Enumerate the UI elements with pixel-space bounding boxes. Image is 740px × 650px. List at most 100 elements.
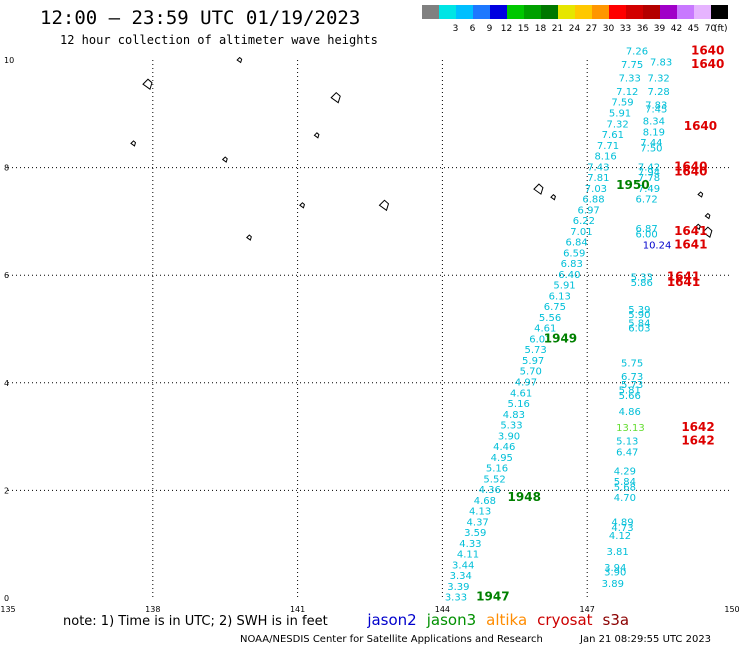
- legend-swatch: [456, 5, 473, 19]
- wave-height-value: 7.12: [616, 87, 638, 98]
- island-outline: [550, 194, 556, 201]
- legend-swatch: [439, 5, 456, 19]
- wave-height-value: 4.73: [611, 523, 633, 534]
- wave-height-value: 5.70: [520, 367, 542, 378]
- wave-height-map: 135 138 141 144 147 15002468107.267.837.757.3…: [0, 44, 739, 614]
- island-outline: [704, 212, 711, 220]
- legend-tick-label: 15: [518, 24, 529, 34]
- legend-swatch: [524, 5, 541, 19]
- legend-tick-label: 12: [501, 24, 512, 34]
- wave-height-value: 6.47: [616, 447, 638, 458]
- wave-height-value: 5.97: [522, 356, 544, 367]
- wave-height-value: 5.84: [614, 477, 636, 488]
- legend-swatch: [473, 5, 490, 19]
- legend-tick-label: 30: [603, 24, 615, 34]
- pass-time-label: 1948: [508, 490, 541, 504]
- wave-height-value: 4.12: [609, 531, 631, 542]
- pass-time-label: 1641: [667, 275, 700, 289]
- wave-height-value: 4.70: [614, 493, 636, 504]
- wave-height-value: 6.97: [578, 205, 600, 216]
- pass-time-label: 1641: [674, 224, 707, 238]
- wave-height-value: 4.89: [611, 517, 633, 528]
- lat-tick-label: 10: [4, 56, 14, 65]
- wave-height-value: 5.86: [631, 278, 653, 289]
- wave-height-value: 4.33: [459, 539, 481, 550]
- legend-unit: (ft): [714, 24, 728, 34]
- wave-height-value: 13.13: [616, 423, 645, 434]
- wave-height-value: 5.33: [500, 421, 522, 432]
- wave-height-value: 7.83: [645, 100, 667, 111]
- pass-time-label: 1642: [681, 434, 714, 448]
- wave-height-value: 6.87: [635, 224, 657, 235]
- legend-swatch: [711, 5, 728, 19]
- wave-height-value: 6.73: [621, 372, 643, 383]
- legend-tick-label: 33: [620, 24, 631, 34]
- wave-height-value: 3.59: [464, 528, 486, 539]
- wave-height-value: 3.39: [447, 582, 469, 593]
- wave-height-value: 4.61: [534, 324, 556, 335]
- wave-height-value: 7.32: [648, 74, 670, 85]
- lat-tick-label: 6: [4, 271, 9, 280]
- legend-swatch: [694, 5, 711, 19]
- map-subtitle: 12 hour collection of altimeter wave hei…: [60, 33, 378, 47]
- map-title: 12:00 — 23:59 UTC 01/19/2023: [40, 7, 361, 29]
- island-outline: [330, 91, 341, 104]
- lon-tick-label: 135: [0, 605, 15, 614]
- pass-time-label: 1641: [667, 270, 700, 284]
- wave-height-value: 5.13: [616, 437, 638, 448]
- lat-tick-label: 8: [4, 164, 9, 173]
- wave-height-value: 4.68: [474, 496, 496, 507]
- wave-height-value: 7.01: [570, 227, 592, 238]
- island-outline: [236, 56, 243, 64]
- legend-swatch: [592, 5, 609, 19]
- island-outline: [299, 202, 306, 209]
- wave-height-value: 3.33: [445, 593, 467, 604]
- legend-swatch: [609, 5, 626, 19]
- island-outline: [313, 132, 320, 139]
- wave-height-value: 6.84: [565, 238, 587, 249]
- wave-height-value: 3.90: [604, 567, 626, 578]
- wave-height-value: 4.11: [457, 550, 479, 561]
- wave-height-value: 7.83: [650, 57, 672, 68]
- legend-swatch: [422, 5, 439, 19]
- wave-height-value: 6.83: [561, 259, 583, 270]
- wave-height-value: 4.61: [510, 388, 532, 399]
- wave-height-value: 4.46: [493, 442, 515, 453]
- island-outline: [246, 234, 252, 241]
- wave-height-value: 5.75: [621, 359, 643, 370]
- wave-height-value: 8.16: [594, 152, 616, 163]
- wave-height-value: 5.66: [619, 391, 641, 402]
- legend-swatch: [677, 5, 694, 19]
- wave-height-value: 4.95: [491, 453, 513, 464]
- wave-height-value: 6.59: [563, 248, 585, 259]
- wave-height-value: 7.28: [648, 87, 670, 98]
- wave-height-value: 7.78: [638, 173, 660, 184]
- wave-height-value: 7.81: [587, 173, 609, 184]
- pass-time-label: 1640: [691, 57, 724, 71]
- wave-height-value: 6.40: [558, 270, 580, 281]
- legend-swatch: [575, 5, 592, 19]
- wave-height-value: 6.01: [529, 334, 551, 345]
- island-outline: [533, 183, 544, 195]
- legend-swatch: [558, 5, 575, 19]
- wave-height-value: 4.83: [503, 410, 525, 421]
- wave-height-value: 4.36: [479, 485, 501, 496]
- lon-tick-label: 144: [435, 605, 450, 614]
- wave-height-value: 7.43: [587, 162, 609, 173]
- wave-height-value: 5.16: [508, 399, 530, 410]
- wave-height-value: 5.16: [486, 464, 508, 475]
- footer-timestamp: Jan 21 08:29:55 UTC 2023: [580, 634, 712, 645]
- legend-swatch: [507, 5, 524, 19]
- wave-height-value: 7.32: [607, 119, 629, 130]
- pass-time-label: 1642: [681, 420, 714, 434]
- wave-height-value: 5.56: [539, 313, 561, 324]
- wave-height-value: 8.34: [643, 117, 665, 128]
- wave-height-value: 4.13: [469, 507, 491, 518]
- wave-height-value: 3.44: [452, 560, 474, 571]
- note-line: note: 1) Time is in UTC; 2) SWH is in fe…: [63, 610, 740, 629]
- legend-tick-label: 9: [487, 24, 493, 34]
- lat-tick-label: 0: [4, 594, 9, 603]
- wave-height-value: 7.61: [602, 130, 624, 141]
- island-outline: [702, 226, 713, 238]
